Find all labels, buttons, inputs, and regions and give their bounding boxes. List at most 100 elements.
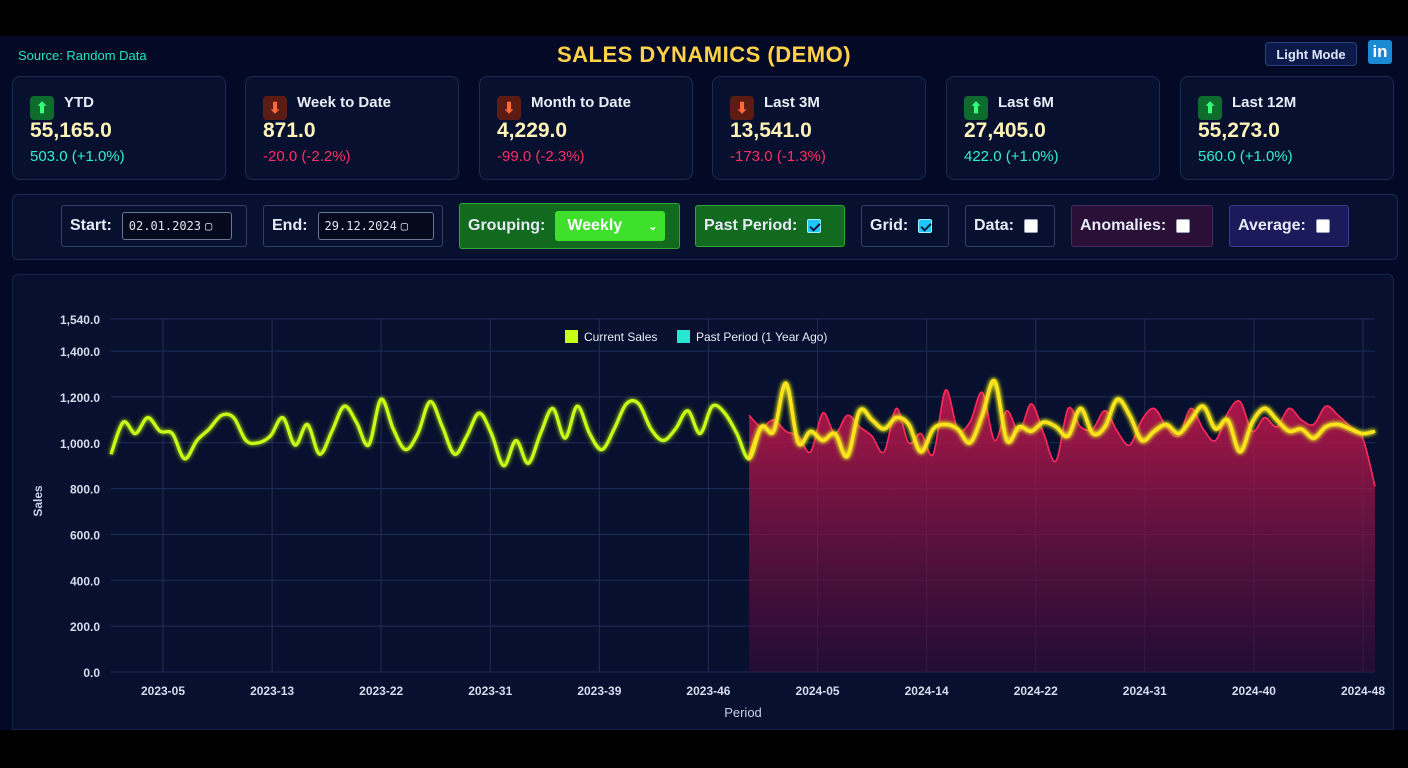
x-tick-label: 2023-31 — [468, 684, 512, 698]
kpi-label: Last 12M — [1232, 94, 1297, 111]
legend-label-past[interactable]: Past Period (1 Year Ago) — [696, 330, 827, 344]
kpi-value: 4,229.0 — [497, 119, 568, 142]
kpi-card: ⬆ Last 6M 27,405.0 422.0 (+1.0%) — [946, 76, 1160, 180]
kpi-card: ⬆ Last 12M 55,273.0 560.0 (+1.0%) — [1180, 76, 1394, 180]
y-axis-title: Sales — [31, 485, 45, 517]
legend-swatch-past[interactable] — [677, 330, 690, 343]
controls-bar: Start: 02.01.2023 ▢ End: 29.12.2024 ▢ Gr… — [12, 194, 1398, 260]
kpi-value: 55,165.0 — [30, 119, 112, 142]
anomalies-checkbox[interactable] — [1176, 219, 1191, 233]
x-tick-label: 2023-46 — [686, 684, 730, 698]
past-period-control[interactable]: Past Period: — [695, 205, 845, 247]
y-tick-label: 1,400.0 — [60, 345, 100, 359]
end-date-input[interactable]: 29.12.2024 ▢ — [317, 212, 434, 240]
start-date-value: 02.01.2023 — [128, 219, 202, 233]
kpi-label: Week to Date — [297, 94, 391, 111]
average-control[interactable]: Average: — [1229, 205, 1349, 247]
end-date-value: 29.12.2024 — [324, 219, 397, 233]
arrow-up-icon: ⬆ — [964, 96, 988, 120]
kpi-card: ⬇ Week to Date 871.0 -20.0 (-2.2%) — [245, 76, 459, 180]
current-sales-line-overlap — [747, 379, 1376, 460]
anomalies-label: Anomalies: — [1080, 217, 1167, 234]
linkedin-icon[interactable]: in — [1368, 40, 1392, 64]
kpi-label: YTD — [64, 94, 94, 111]
kpi-label: Last 6M — [998, 94, 1054, 111]
chart-panel: 0.0 200.0 400.0 600.0 800.0 1,000.0 1,200.0 1,4… — [12, 274, 1394, 730]
average-label: Average: — [1238, 217, 1306, 234]
x-tick-label: 2024-05 — [796, 684, 840, 698]
end-label: End: — [272, 217, 308, 234]
kpi-change: 503.0 (+1.0%) — [30, 148, 125, 165]
series-layer — [109, 379, 1376, 672]
x-tick-label: 2024-14 — [905, 684, 949, 698]
kpi-value: 55,273.0 — [1198, 119, 1280, 142]
x-tick-label: 2023-13 — [250, 684, 294, 698]
grid-label: Grid: — [870, 217, 909, 234]
kpi-value: 27,405.0 — [964, 119, 1046, 142]
sales-chart: 0.0 200.0 400.0 600.0 800.0 1,000.0 1,200.0 1,4… — [31, 313, 1385, 720]
kpi-change: -173.0 (-1.3%) — [730, 148, 826, 165]
arrow-up-icon: ⬆ — [1198, 96, 1222, 120]
x-tick-label: 2023-05 — [141, 684, 185, 698]
grouping-select[interactable]: Weekly ⌄ — [555, 211, 666, 241]
legend-label-current[interactable]: Current Sales — [584, 330, 657, 344]
calendar-icon: ▢ — [205, 219, 213, 233]
x-tick-label: 2024-40 — [1232, 684, 1276, 698]
grid-checkbox[interactable] — [918, 219, 933, 233]
x-tick-label: 2024-22 — [1014, 684, 1058, 698]
y-tick-label: 800.0 — [70, 483, 100, 497]
x-tick-label: 2024-31 — [1123, 684, 1167, 698]
kpi-label: Last 3M — [764, 94, 820, 111]
start-date-input[interactable]: 02.01.2023 ▢ — [121, 212, 232, 240]
arrow-up-icon: ⬆ — [30, 96, 54, 120]
kpi-change: -99.0 (-2.3%) — [497, 148, 585, 165]
light-mode-button[interactable]: Light Mode — [1265, 42, 1357, 66]
kpi-change: 422.0 (+1.0%) — [964, 148, 1059, 165]
legend-swatch-current[interactable] — [565, 330, 578, 343]
kpi-label: Month to Date — [531, 94, 631, 111]
y-axis-ticks: 0.0 200.0 400.0 600.0 800.0 1,000.0 1,200.0 1,4… — [60, 313, 100, 680]
page-title: SALES DYNAMICS (DEMO) — [556, 42, 852, 67]
grid-control[interactable]: Grid: — [861, 205, 949, 247]
start-label: Start: — [70, 217, 112, 234]
kpi-card: ⬇ Month to Date 4,229.0 -99.0 (-2.3%) — [479, 76, 693, 180]
past-period-label: Past Period: — [704, 217, 798, 234]
kpi-change: -20.0 (-2.2%) — [263, 148, 351, 165]
anomalies-control[interactable]: Anomalies: — [1071, 205, 1213, 247]
arrow-down-icon: ⬇ — [497, 96, 521, 120]
y-tick-label: 1,540.0 — [60, 313, 100, 327]
data-checkbox[interactable] — [1024, 219, 1039, 233]
source-label: Source: Random Data — [18, 48, 147, 63]
kpi-change: 560.0 (+1.0%) — [1198, 148, 1293, 165]
y-tick-label: 1,200.0 — [60, 391, 100, 405]
x-axis-title: Period — [724, 705, 762, 720]
average-checkbox[interactable] — [1315, 219, 1330, 233]
y-tick-label: 1,000.0 — [60, 437, 100, 451]
grouping-control: Grouping: Weekly ⌄ — [459, 203, 680, 249]
arrow-down-icon: ⬇ — [263, 96, 287, 120]
start-date-control: Start: 02.01.2023 ▢ — [61, 205, 247, 247]
past-period-area — [749, 389, 1375, 672]
end-date-control: End: 29.12.2024 ▢ — [263, 205, 443, 247]
past-period-line[interactable] — [748, 389, 1376, 487]
calendar-icon: ▢ — [400, 219, 409, 233]
x-tick-label: 2023-22 — [359, 684, 403, 698]
kpi-value: 13,541.0 — [730, 119, 812, 142]
past-period-checkbox[interactable] — [807, 219, 822, 233]
y-tick-label: 0.0 — [83, 666, 100, 680]
x-axis-ticks: 2023-05 2023-13 2023-22 2023-31 2023-39 2023-… — [141, 684, 1385, 698]
y-tick-label: 200.0 — [70, 620, 100, 634]
y-tick-label: 600.0 — [70, 528, 100, 542]
chevron-down-icon: ⌄ — [648, 220, 658, 233]
grouping-label: Grouping: — [468, 217, 546, 234]
dashboard: Source: Random Data SALES DYNAMICS (DEMO… — [0, 36, 1408, 730]
y-tick-label: 400.0 — [70, 574, 100, 588]
grouping-value: Weekly — [567, 217, 623, 234]
x-tick-label: 2024-48 — [1341, 684, 1385, 698]
kpi-card: ⬇ Last 3M 13,541.0 -173.0 (-1.3%) — [712, 76, 926, 180]
kpi-card: ⬆ YTD 55,165.0 503.0 (+1.0%) — [12, 76, 226, 180]
data-control[interactable]: Data: — [965, 205, 1055, 247]
arrow-down-icon: ⬇ — [730, 96, 754, 120]
x-tick-label: 2023-39 — [577, 684, 621, 698]
data-label: Data: — [974, 217, 1015, 234]
